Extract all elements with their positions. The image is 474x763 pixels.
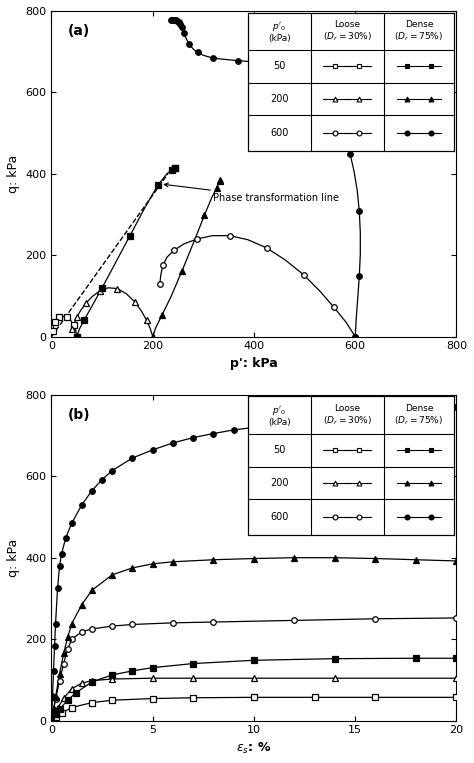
- Y-axis label: q: kPa: q: kPa: [7, 155, 20, 193]
- Text: 600: 600: [270, 512, 289, 522]
- Text: Phase transformation line: Phase transformation line: [164, 183, 339, 203]
- Text: 200: 200: [270, 478, 289, 488]
- Text: Loose
$(D_r = 30\%)$: Loose $(D_r = 30\%)$: [323, 404, 372, 427]
- Bar: [248, 397, 455, 535]
- Text: 50: 50: [273, 61, 285, 71]
- Text: Loose
$(D_r = 30\%)$: Loose $(D_r = 30\%)$: [323, 20, 372, 43]
- X-axis label: $\varepsilon_s$: %: $\varepsilon_s$: %: [237, 741, 272, 756]
- Text: 200: 200: [270, 94, 289, 104]
- Bar: [248, 12, 455, 151]
- Text: (b): (b): [68, 408, 91, 422]
- Y-axis label: q: kPa: q: kPa: [7, 539, 20, 577]
- Text: Dense
$(D_r = 75\%)$: Dense $(D_r = 75\%)$: [394, 20, 444, 43]
- Text: $p'_0$
(kPa): $p'_0$ (kPa): [268, 404, 291, 427]
- Text: (a): (a): [68, 24, 90, 38]
- Text: 50: 50: [273, 446, 285, 456]
- Text: 600: 600: [270, 128, 289, 138]
- Text: $p'_0$
(kPa): $p'_0$ (kPa): [268, 20, 291, 43]
- X-axis label: p': kPa: p': kPa: [230, 357, 278, 370]
- Text: Dense
$(D_r = 75\%)$: Dense $(D_r = 75\%)$: [394, 404, 444, 427]
